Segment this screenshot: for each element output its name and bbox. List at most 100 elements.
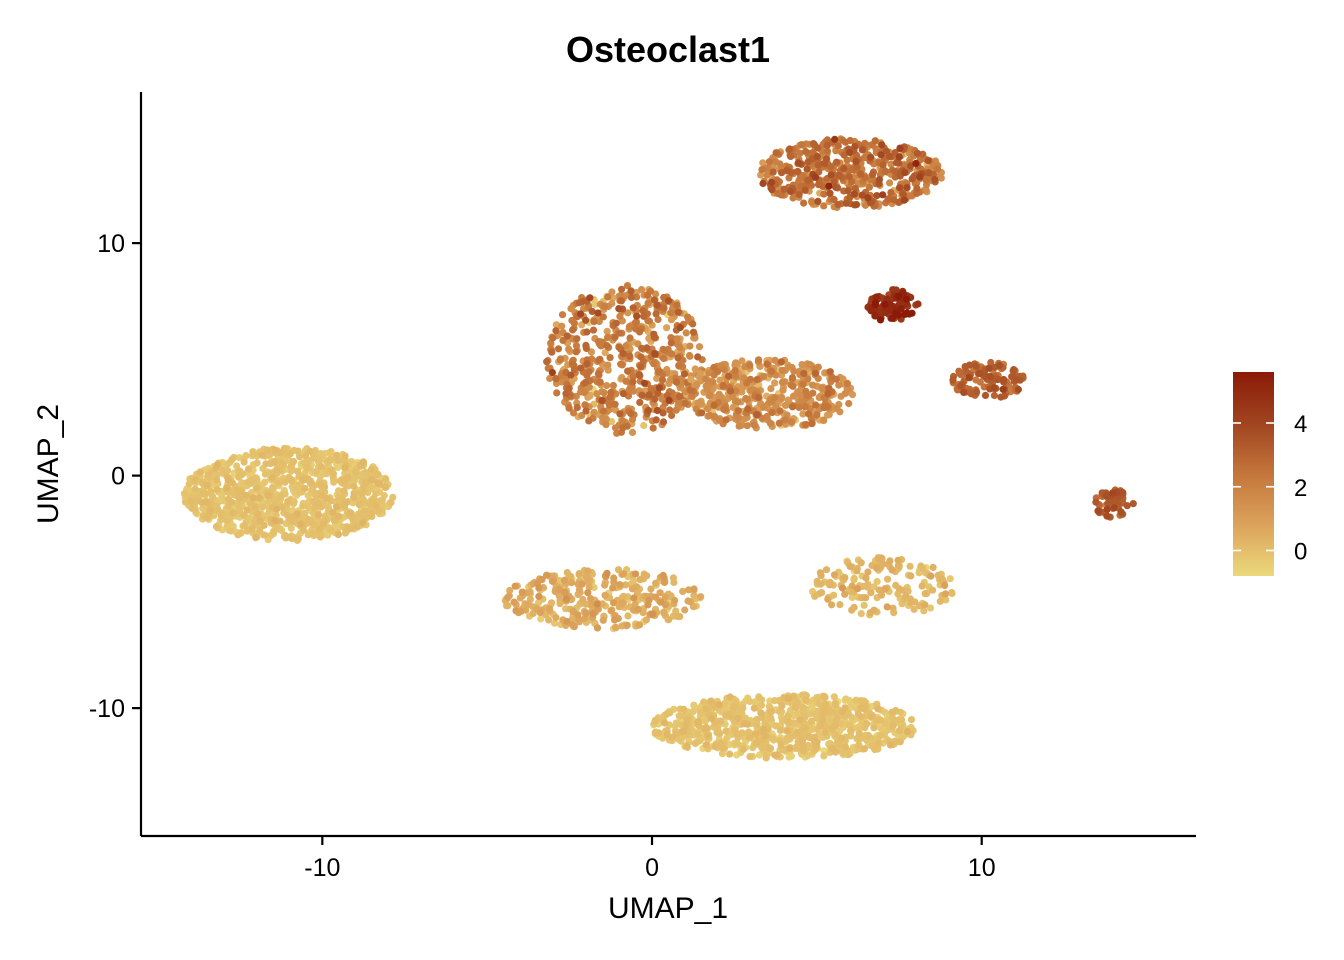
point [903,295,911,303]
point [658,376,667,384]
point [690,701,698,709]
point [654,315,662,324]
point [886,557,894,565]
point [731,366,739,375]
point [582,342,590,351]
point [937,174,945,182]
point [785,744,794,753]
point [249,448,257,456]
point [812,401,820,409]
point [754,393,763,401]
point [679,587,687,596]
point [261,470,269,478]
point [203,514,211,522]
point [302,452,310,460]
point [726,750,734,758]
point [833,404,841,412]
point [573,335,581,343]
point [255,494,263,502]
point [739,745,747,754]
point [744,405,752,413]
point [753,376,761,384]
point [619,349,627,358]
point [624,367,632,375]
point [870,724,878,732]
point [855,729,863,737]
point [538,576,546,584]
point [826,189,834,197]
point [593,390,601,398]
point [889,721,897,730]
point [634,605,642,614]
point [693,738,701,746]
point [888,566,896,574]
point [289,457,298,466]
point [580,388,588,397]
point [668,411,676,420]
point [560,576,569,585]
point [361,507,369,515]
point [694,718,702,726]
point [624,612,632,620]
point [858,146,867,154]
point [835,172,844,180]
point [1123,502,1131,510]
point [907,572,915,580]
point [872,299,880,307]
point [264,446,272,454]
point [702,741,710,749]
point [308,479,316,487]
point [644,601,652,609]
point [768,367,776,375]
point [535,584,543,592]
point [965,373,973,381]
point [619,390,628,398]
point [652,579,660,587]
point [281,478,289,486]
point [637,363,645,371]
point [956,369,964,378]
point [674,354,682,362]
point [619,424,627,432]
point [611,623,620,631]
point [867,713,875,721]
point [626,352,634,360]
point [789,194,797,202]
point [803,165,811,173]
point [578,411,586,420]
point [820,202,828,210]
point [304,457,313,465]
point [813,152,821,161]
point [828,745,837,753]
point [294,467,302,475]
point [1000,375,1008,384]
point [787,152,795,161]
point [585,368,593,376]
point [767,385,775,393]
point [591,300,599,309]
point [729,403,737,411]
color-legend: 0 2 4 [1233,372,1307,576]
point [808,717,816,725]
point [268,473,277,481]
point [703,405,712,413]
point [511,582,519,590]
point [902,592,910,600]
point [563,332,571,340]
cluster-c10 [650,691,917,762]
point [759,179,767,188]
point [254,510,262,518]
point [333,451,341,459]
point [577,310,585,318]
point [726,693,734,701]
point [711,742,720,750]
x-axis-title: UMAP_1 [608,892,728,925]
point [735,422,743,430]
legend-tick-label: 4 [1294,411,1307,438]
point [802,148,810,156]
point [818,716,826,724]
point [607,607,615,615]
point [867,307,876,315]
chart-title: Osteoclast1 [566,29,770,70]
legend-colorbar [1233,372,1274,576]
